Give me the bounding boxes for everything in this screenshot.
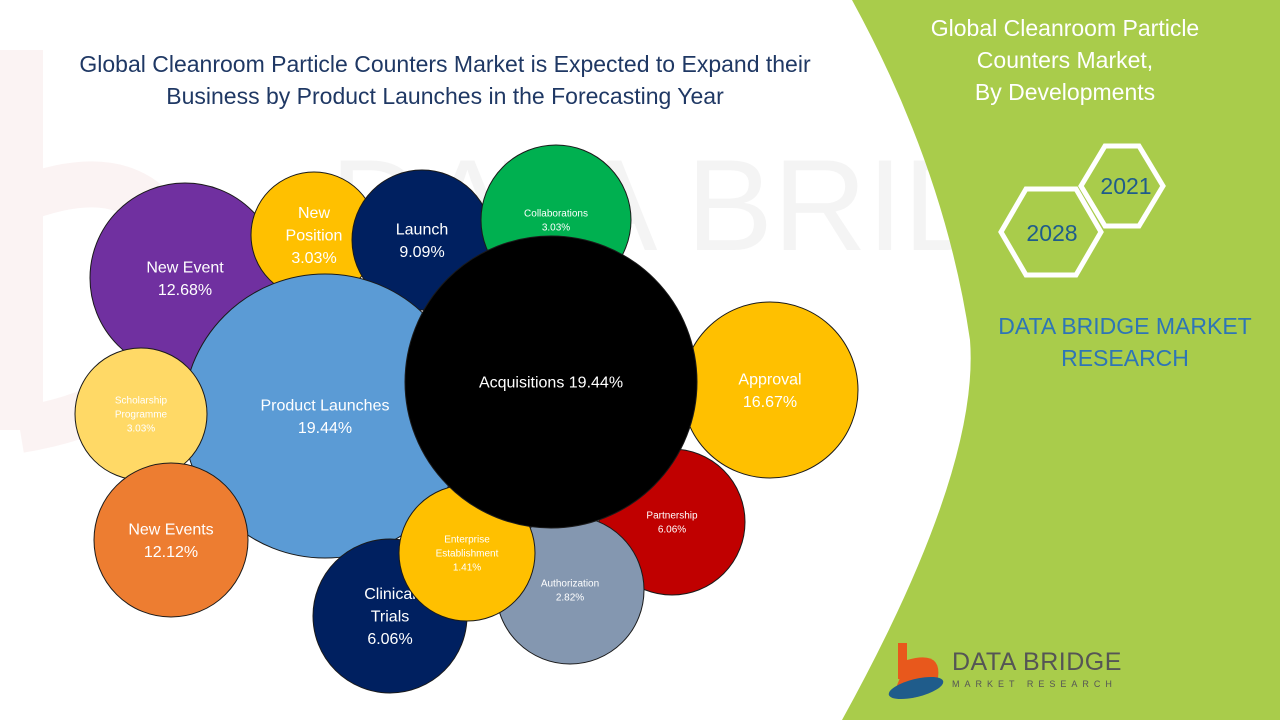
bubble-collaborations-value: 3.03% — [542, 223, 570, 234]
bubble-acquisitions-label: Acquisitions 19.44% — [479, 375, 623, 392]
bubble-clinical-trials-label: Clinical — [364, 586, 416, 603]
bubble-enterprise-establishment-label: Establishment — [436, 549, 499, 560]
page-title: Global Cleanroom Particle Counters Marke… — [30, 48, 860, 112]
logo-main-text: DATA BRIDGE — [952, 648, 1122, 676]
bubble-new-events-circle — [93, 462, 249, 618]
bubble-new-position: New Position 3.03% — [250, 171, 378, 299]
logo-mark-icon — [888, 643, 944, 700]
bubble-product-launches-label: Product Launches — [261, 397, 390, 414]
side-title-line-3: By Developments — [974, 79, 1156, 105]
bubble-new-position-value: 3.03% — [291, 250, 336, 267]
year-2028-label: 2028 — [1026, 220, 1077, 246]
bubble-new-position-label: New — [298, 205, 330, 222]
bubble-partnership-label: Partnership — [646, 511, 698, 522]
bubble-product-launches-value: 19.44% — [298, 420, 352, 437]
bubble-scholarship-programme-label: Scholarship — [115, 396, 168, 407]
bubble-approval-circle — [681, 301, 859, 479]
green-side-panel — [842, 0, 1280, 720]
bubble-clinical-trials-label: Trials — [371, 609, 410, 626]
brand-line-1: DATA BRIDGE MARKET — [998, 313, 1252, 339]
bubble-scholarship-programme: Scholarship Programme 3.03% — [74, 347, 208, 481]
bubble-collaborations-label: Collaborations — [524, 209, 588, 220]
bubble-approval: Approval 16.67% — [681, 301, 859, 479]
title-line-2: Business by Product Launches in the Fore… — [166, 83, 724, 109]
brand-name: DATA BRIDGE MARKET RESEARCH — [990, 310, 1260, 374]
bubble-new-event-value: 12.68% — [158, 282, 212, 299]
bubble-new-events: New Events 12.12% — [93, 462, 249, 618]
bubble-approval-value: 16.67% — [743, 394, 797, 411]
hexagon-2028 — [998, 186, 1104, 278]
hexagon-2021 — [1078, 143, 1166, 229]
bubble-scholarship-programme-value: 3.03% — [127, 424, 155, 435]
bubble-authorization-label: Authorization — [541, 579, 599, 590]
bubble-new-events-value: 12.12% — [144, 544, 198, 561]
bubble-launch-value: 9.09% — [399, 244, 444, 261]
logo-sub-text: MARKET RESEARCH — [952, 679, 1117, 689]
bubble-new-events-label: New Events — [128, 521, 213, 538]
title-line-1: Global Cleanroom Particle Counters Marke… — [79, 51, 811, 77]
bubble-partnership-value: 6.06% — [658, 525, 686, 536]
bubble-acquisitions: Acquisitions 19.44% — [404, 235, 698, 529]
bubble-enterprise-establishment-label: Enterprise — [444, 535, 490, 546]
bubble-approval-label: Approval — [738, 371, 801, 388]
side-title: Global Cleanroom Particle Counters Marke… — [905, 12, 1225, 108]
bubble-enterprise-establishment-value: 1.41% — [453, 563, 481, 574]
side-title-line-1: Global Cleanroom Particle — [930, 15, 1200, 41]
bubble-launch-label: Launch — [396, 221, 449, 238]
side-title-line-2: Counters Market, — [976, 47, 1154, 73]
bubble-product-launches: Product Launches 19.44% — [182, 273, 468, 559]
bubble-clinical-trials-value: 6.06% — [367, 631, 412, 648]
logo-text: DATA BRIDGE MARKET RESEARCH — [952, 648, 1122, 689]
brand-line-2: RESEARCH — [1061, 345, 1189, 371]
bubble-authorization-value: 2.82% — [556, 593, 584, 604]
year-2021-label: 2021 — [1100, 173, 1151, 199]
bubble-scholarship-programme-label: Programme — [115, 410, 168, 421]
bubble-chart: New Event 12.68% New Position 3.03% Launch 9.0… — [74, 144, 859, 694]
bubble-new-event-label: New Event — [146, 259, 224, 276]
bubble-acquisitions-circle — [404, 235, 698, 529]
bubble-new-position-label: Position — [286, 228, 343, 245]
